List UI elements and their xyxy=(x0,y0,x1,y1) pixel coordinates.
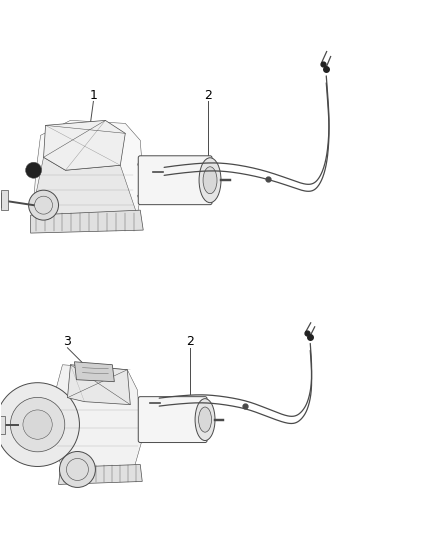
Polygon shape xyxy=(1,190,8,210)
Polygon shape xyxy=(59,464,142,484)
Polygon shape xyxy=(74,362,114,382)
Ellipse shape xyxy=(199,158,221,203)
Circle shape xyxy=(23,410,52,439)
Polygon shape xyxy=(34,157,137,230)
FancyBboxPatch shape xyxy=(138,397,207,442)
Polygon shape xyxy=(53,365,142,480)
Circle shape xyxy=(60,451,95,487)
Circle shape xyxy=(28,190,59,220)
Circle shape xyxy=(25,162,42,178)
Polygon shape xyxy=(0,416,5,433)
Ellipse shape xyxy=(198,407,212,432)
Circle shape xyxy=(11,398,65,452)
Ellipse shape xyxy=(195,399,215,441)
Polygon shape xyxy=(43,120,125,170)
Text: 2: 2 xyxy=(186,335,194,348)
Circle shape xyxy=(0,383,79,466)
Text: 1: 1 xyxy=(89,89,97,102)
Text: 2: 2 xyxy=(204,89,212,102)
Text: 3: 3 xyxy=(64,335,71,348)
Polygon shape xyxy=(31,210,143,233)
Ellipse shape xyxy=(203,167,217,193)
Polygon shape xyxy=(34,120,143,230)
Polygon shape xyxy=(67,365,130,405)
FancyBboxPatch shape xyxy=(138,156,212,205)
